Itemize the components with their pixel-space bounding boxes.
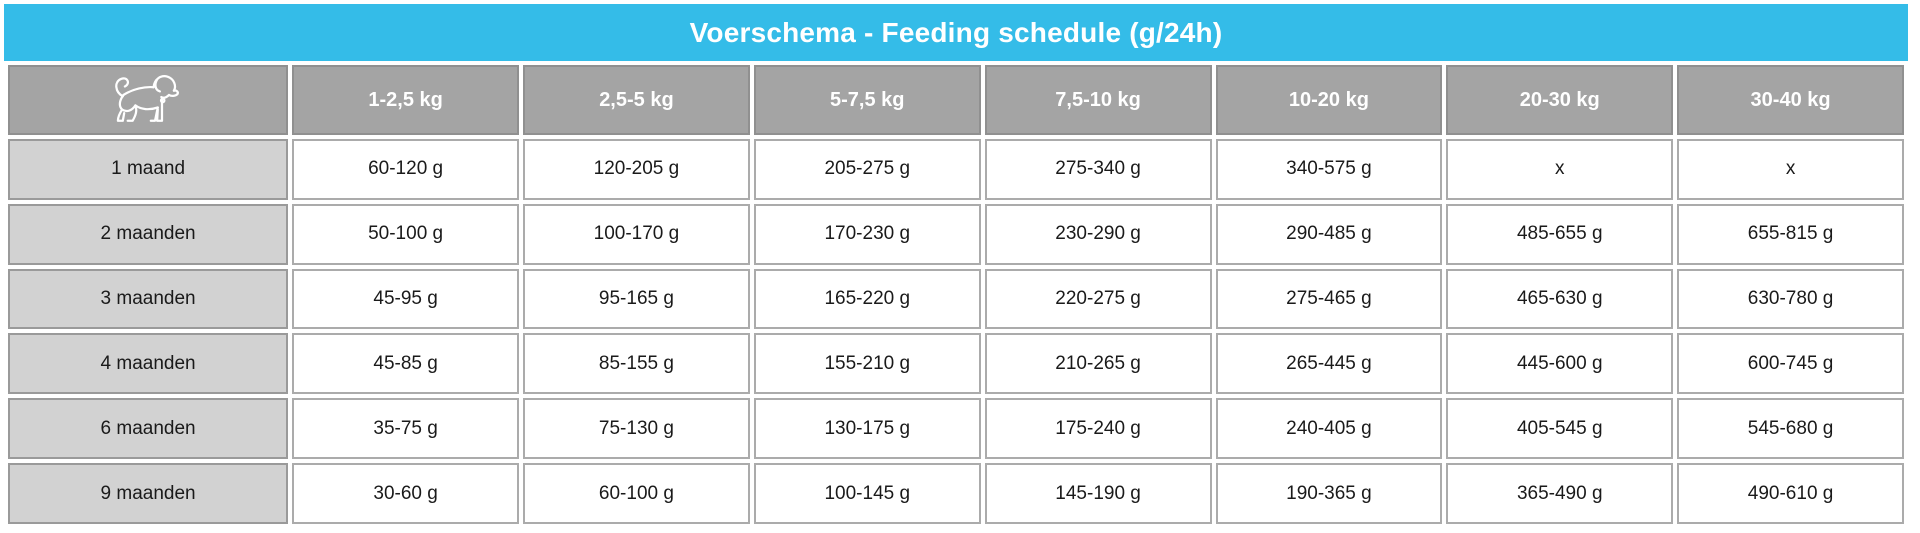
- dog-icon: [10, 71, 286, 130]
- value-cell: 60-100 g: [523, 463, 750, 524]
- col-header: 2,5-5 kg: [523, 65, 750, 135]
- value-cell: 60-120 g: [292, 139, 520, 200]
- page-title: Voerschema - Feeding schedule (g/24h): [689, 16, 1223, 48]
- row-label-cell: 1 maand: [8, 139, 289, 200]
- value-cell: 365-490 g: [1446, 463, 1674, 524]
- row-label-cell: 6 maanden: [8, 398, 289, 460]
- value-cell: 190-365 g: [1215, 463, 1443, 524]
- row-label-cell: 4 maanden: [8, 333, 289, 395]
- row-label-cell: 9 maanden: [8, 463, 289, 524]
- value-cell: 155-210 g: [753, 333, 981, 395]
- value-cell: 655-815 g: [1677, 203, 1904, 265]
- value-cell: 30-60 g: [292, 463, 520, 524]
- value-cell: 490-610 g: [1677, 463, 1904, 524]
- value-cell: 230-290 g: [984, 203, 1212, 265]
- value-cell: 165-220 g: [753, 268, 981, 330]
- value-cell: 275-465 g: [1215, 268, 1443, 330]
- value-cell: 85-155 g: [523, 333, 750, 395]
- col-header: 20-30 kg: [1446, 65, 1674, 135]
- row-label-cell: 2 maanden: [8, 203, 289, 265]
- value-cell: 95-165 g: [523, 268, 750, 330]
- value-cell: 35-75 g: [292, 398, 520, 460]
- value-cell: 205-275 g: [753, 139, 981, 200]
- value-cell: 100-170 g: [523, 203, 750, 265]
- value-cell: 170-230 g: [753, 203, 981, 265]
- value-cell: 630-780 g: [1677, 268, 1904, 330]
- title-bar: Voerschema - Feeding schedule (g/24h): [4, 4, 1908, 61]
- table-row: 1 maand 60-120 g 120-205 g 205-275 g 275-340…: [8, 139, 1904, 200]
- value-cell: x: [1446, 139, 1674, 200]
- value-cell: 240-405 g: [1215, 398, 1443, 460]
- value-cell: 340-575 g: [1215, 139, 1443, 200]
- value-cell: 145-190 g: [984, 463, 1212, 524]
- value-cell: 45-85 g: [292, 333, 520, 395]
- value-cell: 405-545 g: [1446, 398, 1674, 460]
- value-cell: 485-655 g: [1446, 203, 1674, 265]
- row-label-cell: 3 maanden: [8, 268, 289, 330]
- table-body: 1 maand 60-120 g 120-205 g 205-275 g 275-340…: [8, 139, 1904, 524]
- value-cell: x: [1677, 139, 1904, 200]
- value-cell: 220-275 g: [984, 268, 1212, 330]
- corner-cell: [8, 65, 289, 135]
- value-cell: 465-630 g: [1446, 268, 1674, 330]
- table-row: 2 maanden 50-100 g 100-170 g 170-230 g 230-2…: [8, 203, 1904, 265]
- col-header: 5-7,5 kg: [753, 65, 981, 135]
- table-row: 4 maanden 45-85 g 85-155 g 155-210 g 210-265…: [8, 333, 1904, 395]
- value-cell: 120-205 g: [523, 139, 750, 200]
- value-cell: 75-130 g: [523, 398, 750, 460]
- table-row: 9 maanden 30-60 g 60-100 g 100-145 g 145-190…: [8, 463, 1904, 524]
- col-header: 10-20 kg: [1215, 65, 1443, 135]
- value-cell: 210-265 g: [984, 333, 1212, 395]
- feeding-table: 1-2,5 kg 2,5-5 kg 5-7,5 kg 7,5-10 kg 10-20 k…: [4, 61, 1908, 528]
- value-cell: 100-145 g: [753, 463, 981, 524]
- col-header: 1-2,5 kg: [292, 65, 520, 135]
- value-cell: 45-95 g: [292, 268, 520, 330]
- value-cell: 445-600 g: [1446, 333, 1674, 395]
- value-cell: 265-445 g: [1215, 333, 1443, 395]
- value-cell: 175-240 g: [984, 398, 1212, 460]
- col-header: 7,5-10 kg: [984, 65, 1212, 135]
- header-row: 1-2,5 kg 2,5-5 kg 5-7,5 kg 7,5-10 kg 10-20 k…: [8, 65, 1904, 135]
- value-cell: 545-680 g: [1677, 398, 1904, 460]
- value-cell: 50-100 g: [292, 203, 520, 265]
- value-cell: 130-175 g: [753, 398, 981, 460]
- value-cell: 290-485 g: [1215, 203, 1443, 265]
- col-header: 30-40 kg: [1677, 65, 1904, 135]
- table-row: 3 maanden 45-95 g 95-165 g 165-220 g 220-275…: [8, 268, 1904, 330]
- value-cell: 275-340 g: [984, 139, 1212, 200]
- value-cell: 600-745 g: [1677, 333, 1904, 395]
- table-row: 6 maanden 35-75 g 75-130 g 130-175 g 175-240…: [8, 398, 1904, 460]
